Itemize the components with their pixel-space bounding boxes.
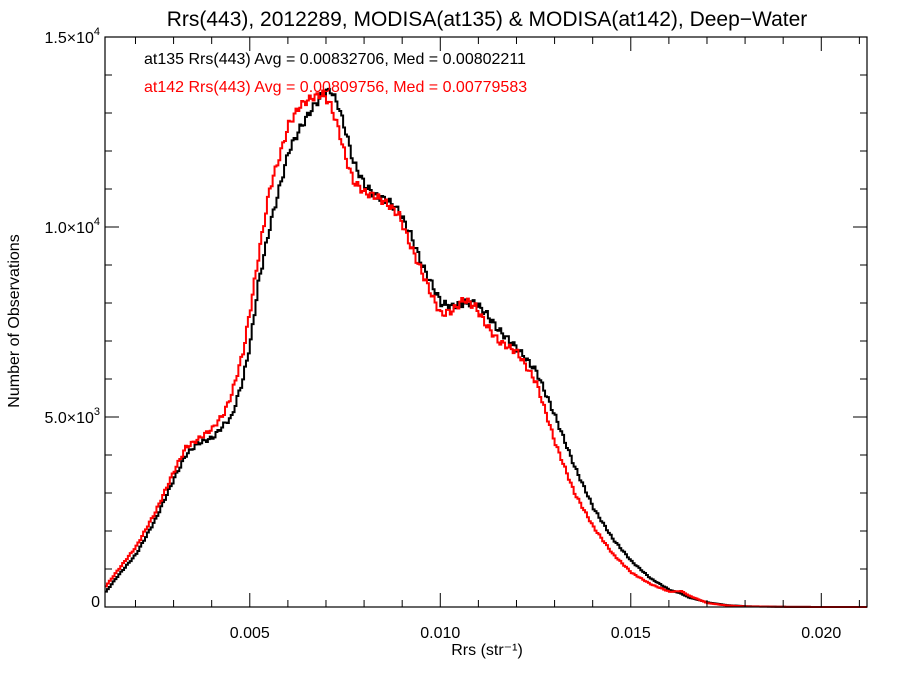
series-line-1 [105, 89, 867, 608]
x-tick-label: 0.010 [420, 625, 460, 642]
y-tick-labels: 0 5.0×103 1.0×104 1.5×104 [44, 26, 100, 611]
axis-ticks [105, 36, 867, 608]
annotation-at135-stats: at135 Rrs(443) Avg = 0.00832706, Med = 0… [144, 51, 526, 68]
annotation-at142-stats: at142 Rrs(443) Avg = 0.00809756, Med = 0… [144, 79, 527, 96]
x-tick-label: 0.015 [611, 625, 651, 642]
y-axis-label: Number of Observations [6, 234, 23, 407]
x-tick-labels: 0.005 0.010 0.015 0.020 [230, 625, 842, 642]
x-tick-label: 0.005 [230, 625, 270, 642]
y-tick-label: 1.0×104 [44, 216, 100, 237]
x-tick-label: 0.020 [801, 625, 841, 642]
y-tick-label: 1.5×104 [44, 26, 100, 47]
chart-title: Rrs(443), 2012289, MODISA(at135) & MODIS… [167, 8, 808, 31]
y-tick-label: 0 [91, 594, 100, 611]
plot-marks [105, 87, 867, 608]
plot-frame [104, 36, 868, 608]
x-axis-label: Rrs (str⁻¹) [451, 642, 523, 659]
y-tick-label: 5.0×103 [44, 406, 100, 427]
